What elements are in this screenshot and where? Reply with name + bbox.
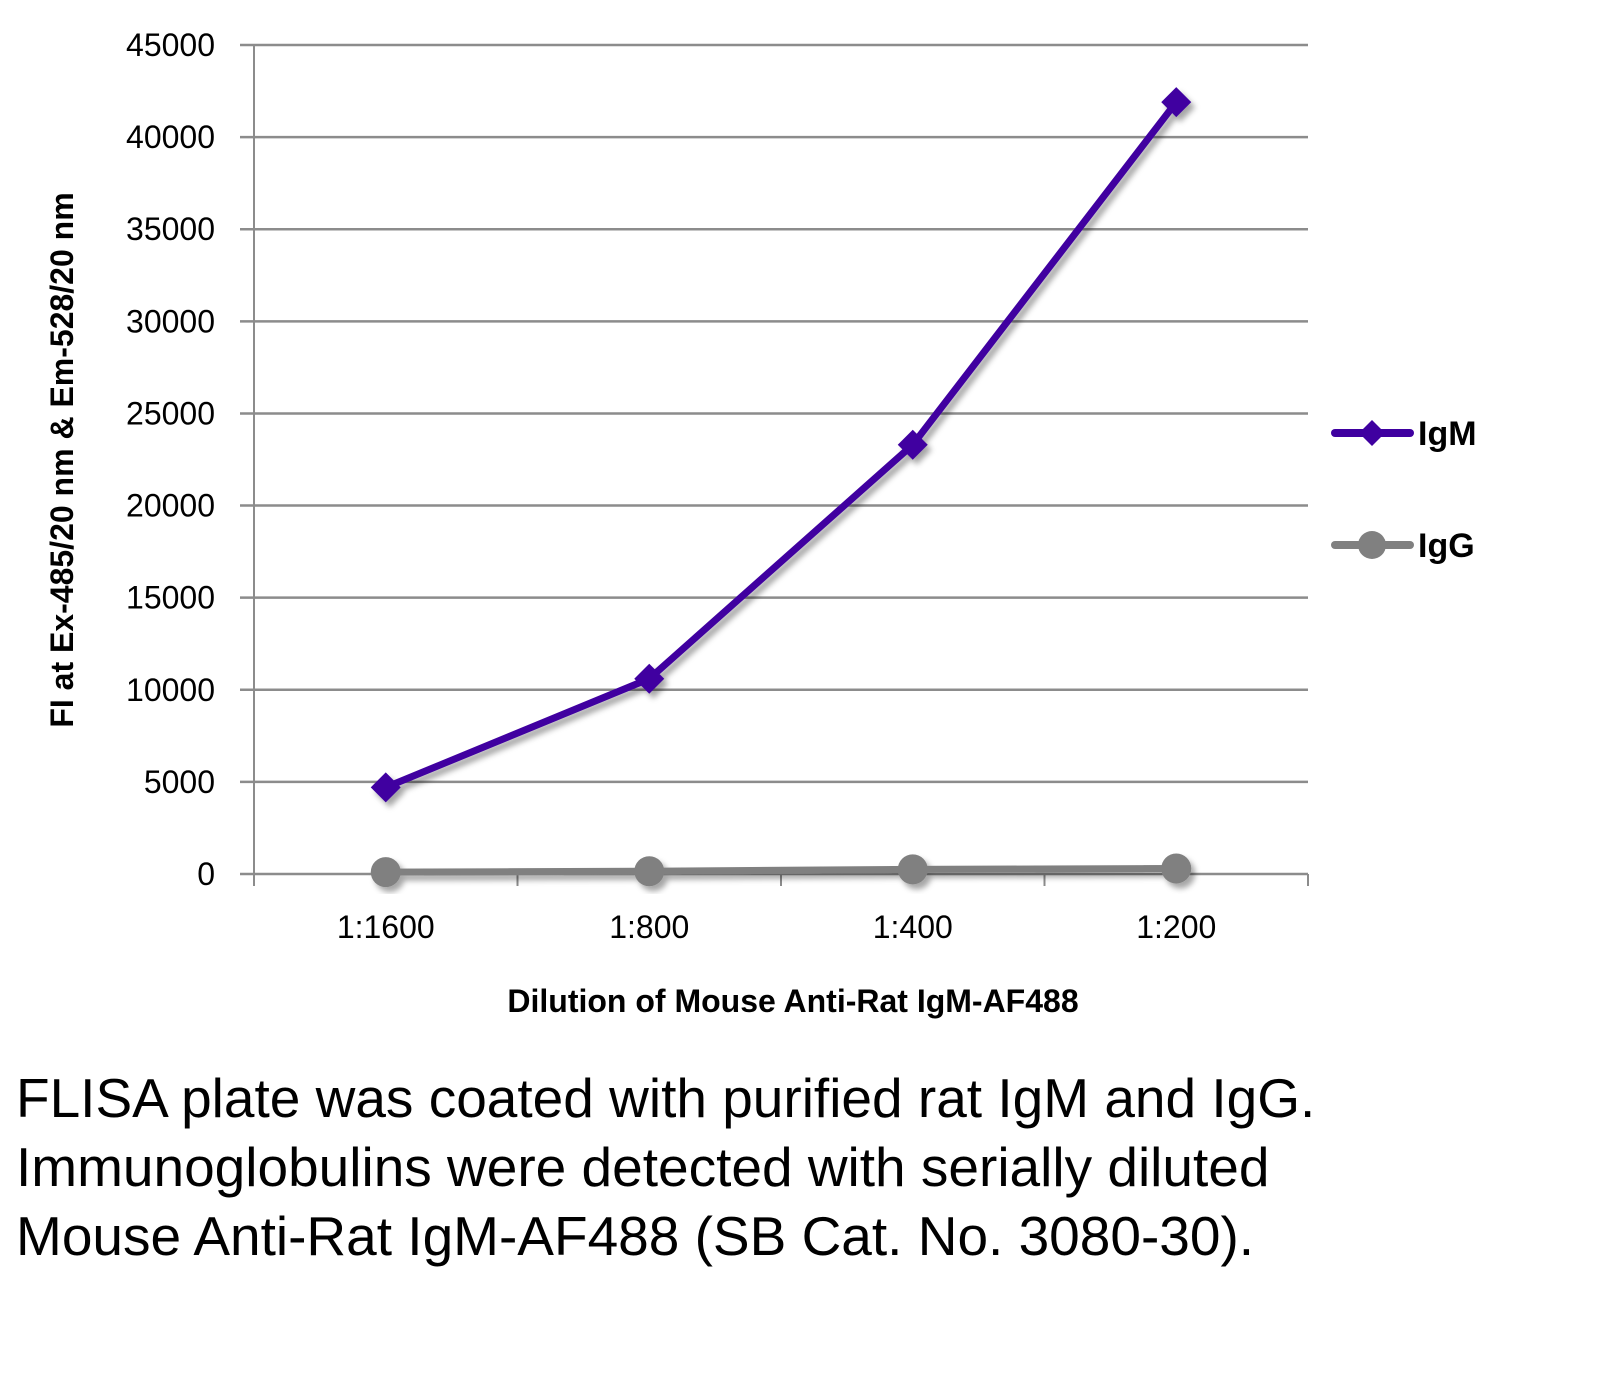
x-axis-title: Dilution of Mouse Anti-Rat IgM-AF488 (507, 983, 1078, 1019)
legend-label: IgM (1418, 415, 1477, 453)
data-point-marker (897, 429, 928, 460)
y-tick-label: 40000 (126, 119, 215, 155)
y-axis-ticks: 0 5000 10000 15000 20000 25000 30000 35000 40000… (126, 27, 215, 892)
x-tick-label: 1:800 (609, 909, 689, 945)
legend-item-igm: IgM (1331, 415, 1477, 453)
y-axis-title: FI at Ex-485/20 nm & Em-528/20 nm (44, 192, 80, 727)
x-tick-label: 1:1600 (337, 909, 435, 945)
legend-circle-icon (1358, 531, 1386, 559)
y-tick-label: 5000 (144, 764, 215, 800)
x-tick-label: 1:200 (1136, 909, 1216, 945)
line-chart: 0 5000 10000 15000 20000 25000 30000 35000 40000… (44, 27, 1477, 1019)
x-axis-ticks: 1:1600 1:800 1:400 1:200 (253, 874, 1309, 945)
gridlines (240, 43, 1308, 876)
y-tick-label: 10000 (126, 672, 215, 708)
y-tick-label: 25000 (126, 395, 215, 431)
y-tick-label: 35000 (126, 211, 215, 247)
data-point-marker (634, 856, 665, 887)
y-tick-label: 20000 (126, 488, 215, 524)
y-tick-label: 15000 (126, 580, 215, 616)
series-line (384, 99, 1180, 791)
series-group (370, 87, 1192, 888)
y-tick-label: 0 (197, 856, 215, 892)
data-point-marker (370, 772, 401, 803)
legend: IgM IgG (1331, 415, 1477, 565)
data-point-marker (634, 663, 665, 694)
legend-diamond-icon (1359, 420, 1385, 446)
figure-caption: FLISA plate was coated with purified rat… (16, 1067, 1346, 1267)
x-tick-label: 1:400 (873, 909, 953, 945)
series-igm (370, 87, 1192, 803)
data-point-marker (1161, 87, 1192, 118)
series-line (385, 864, 1177, 876)
data-point-marker (370, 857, 401, 888)
data-point-marker (1161, 853, 1192, 884)
y-tick-label: 30000 (126, 303, 215, 339)
y-tick-label: 45000 (126, 27, 215, 63)
legend-item-igg: IgG (1331, 527, 1475, 565)
series-igg (370, 853, 1192, 888)
legend-label: IgG (1418, 527, 1475, 565)
data-point-marker (897, 854, 928, 885)
